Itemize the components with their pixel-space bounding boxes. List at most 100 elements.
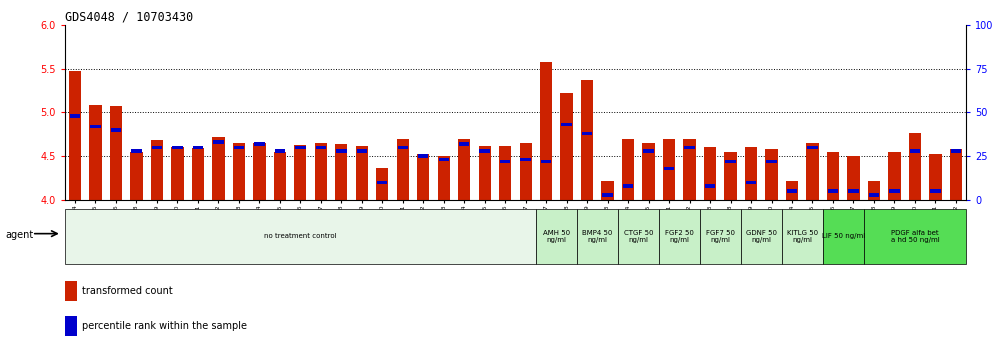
- Bar: [705, 184, 715, 188]
- Bar: [315, 143, 327, 200]
- Bar: [643, 149, 653, 153]
- Bar: [234, 146, 244, 149]
- Bar: [275, 149, 285, 153]
- Text: GDS4048 / 10703430: GDS4048 / 10703430: [65, 11, 193, 24]
- Bar: [65, 209, 536, 264]
- Bar: [888, 152, 900, 200]
- Bar: [704, 148, 716, 200]
- Bar: [684, 146, 695, 149]
- Bar: [823, 209, 864, 264]
- Bar: [254, 142, 265, 146]
- Bar: [417, 154, 429, 200]
- Bar: [69, 71, 81, 200]
- Bar: [91, 125, 101, 128]
- Bar: [536, 209, 577, 264]
- Text: KITLG 50
ng/ml: KITLG 50 ng/ml: [787, 230, 818, 243]
- Bar: [479, 149, 490, 153]
- Bar: [868, 181, 880, 200]
- Bar: [807, 146, 818, 149]
- Bar: [437, 156, 450, 200]
- Bar: [478, 146, 491, 200]
- Bar: [889, 189, 899, 193]
- Text: AMH 50
ng/ml: AMH 50 ng/ml: [543, 230, 570, 243]
- Bar: [316, 146, 326, 149]
- Bar: [577, 209, 618, 264]
- Bar: [397, 146, 408, 149]
- Bar: [110, 106, 123, 200]
- Bar: [782, 209, 823, 264]
- Bar: [151, 146, 162, 149]
- Bar: [396, 139, 409, 200]
- Bar: [848, 156, 860, 200]
- Bar: [766, 160, 777, 163]
- Bar: [356, 146, 368, 200]
- Bar: [909, 149, 920, 153]
- Bar: [663, 139, 675, 200]
- Bar: [500, 160, 510, 163]
- Bar: [807, 143, 819, 200]
- Bar: [664, 167, 674, 170]
- Bar: [213, 141, 224, 144]
- Bar: [930, 189, 940, 193]
- Bar: [377, 181, 387, 184]
- Bar: [622, 184, 633, 188]
- Text: PDGF alfa bet
a hd 50 ng/ml: PDGF alfa bet a hd 50 ng/ml: [890, 230, 939, 243]
- Bar: [582, 132, 593, 135]
- Bar: [827, 152, 839, 200]
- Bar: [787, 189, 797, 193]
- Bar: [70, 114, 81, 118]
- Bar: [131, 149, 141, 153]
- Bar: [192, 146, 203, 149]
- Bar: [642, 143, 654, 200]
- Bar: [658, 209, 700, 264]
- Text: agent: agent: [5, 230, 33, 240]
- Bar: [357, 149, 367, 153]
- Bar: [786, 181, 798, 200]
- Bar: [253, 143, 266, 200]
- Bar: [950, 149, 962, 200]
- Bar: [765, 149, 778, 200]
- Bar: [150, 141, 163, 200]
- Bar: [192, 148, 204, 200]
- Bar: [562, 123, 572, 126]
- Bar: [336, 149, 347, 153]
- Bar: [746, 181, 756, 184]
- Bar: [458, 139, 470, 200]
- Bar: [274, 152, 286, 200]
- Bar: [929, 154, 941, 200]
- Bar: [65, 281, 77, 301]
- Text: transformed count: transformed count: [83, 286, 173, 296]
- Bar: [561, 93, 573, 200]
- Bar: [950, 149, 961, 153]
- Bar: [335, 144, 348, 200]
- Bar: [499, 146, 511, 200]
- Bar: [459, 142, 469, 146]
- Bar: [520, 143, 532, 200]
- Bar: [603, 193, 613, 196]
- Bar: [581, 80, 594, 200]
- Bar: [741, 209, 782, 264]
- Bar: [828, 189, 839, 193]
- Bar: [294, 145, 307, 200]
- Text: FGF2 50
ng/ml: FGF2 50 ng/ml: [665, 230, 694, 243]
- Bar: [540, 62, 553, 200]
- Bar: [418, 154, 428, 158]
- Bar: [745, 148, 757, 200]
- Bar: [724, 152, 737, 200]
- Text: no treatment control: no treatment control: [264, 233, 337, 239]
- Bar: [171, 148, 183, 200]
- Text: percentile rank within the sample: percentile rank within the sample: [83, 321, 247, 331]
- Text: FGF7 50
ng/ml: FGF7 50 ng/ml: [706, 230, 735, 243]
- Bar: [295, 146, 306, 149]
- Bar: [849, 189, 859, 193]
- Text: LIF 50 ng/ml: LIF 50 ng/ml: [822, 233, 865, 239]
- Bar: [725, 160, 736, 163]
- Bar: [111, 128, 122, 132]
- Bar: [130, 152, 142, 200]
- Bar: [438, 158, 449, 161]
- Bar: [683, 139, 696, 200]
- Bar: [376, 169, 388, 200]
- Bar: [908, 132, 921, 200]
- Bar: [864, 209, 966, 264]
- Bar: [541, 160, 552, 163]
